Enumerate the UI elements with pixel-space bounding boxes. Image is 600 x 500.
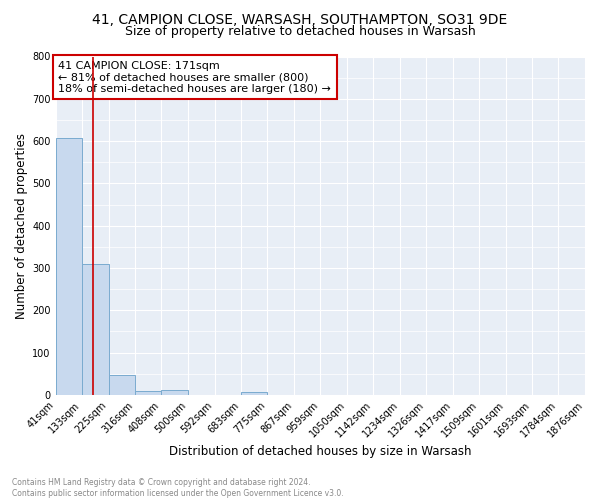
Y-axis label: Number of detached properties: Number of detached properties [15, 132, 28, 318]
Text: 41, CAMPION CLOSE, WARSASH, SOUTHAMPTON, SO31 9DE: 41, CAMPION CLOSE, WARSASH, SOUTHAMPTON,… [92, 12, 508, 26]
Text: Size of property relative to detached houses in Warsash: Size of property relative to detached ho… [125, 25, 475, 38]
Bar [56, 138, 82, 395]
Text: Contains HM Land Registry data © Crown copyright and database right 2024.
Contai: Contains HM Land Registry data © Crown c… [12, 478, 344, 498]
Bar [135, 390, 161, 395]
Bar [109, 374, 135, 395]
Bar [161, 390, 188, 395]
X-axis label: Distribution of detached houses by size in Warsash: Distribution of detached houses by size … [169, 444, 472, 458]
Bar [241, 392, 268, 395]
Text: 41 CAMPION CLOSE: 171sqm
← 81% of detached houses are smaller (800)
18% of semi-: 41 CAMPION CLOSE: 171sqm ← 81% of detach… [58, 60, 331, 94]
Bar [82, 264, 109, 395]
